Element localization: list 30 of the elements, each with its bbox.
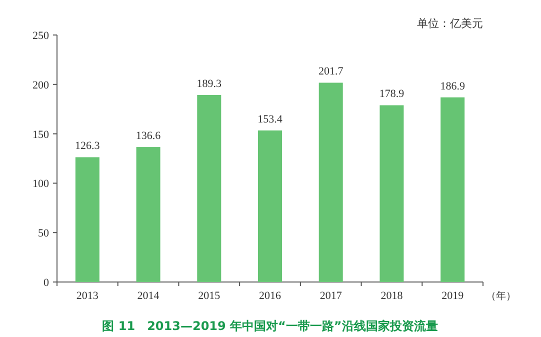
y-tick-label: 200	[32, 79, 50, 92]
x-tick-label: 2016	[259, 290, 282, 302]
x-tick-label: 2018	[380, 290, 404, 302]
bar	[380, 105, 404, 282]
x-tick-label: 2017	[320, 290, 342, 302]
bar	[318, 82, 343, 282]
data-label: 153.4	[258, 113, 283, 126]
y-tick-label: 100	[32, 178, 50, 190]
y-axis-title: 单位：亿美元	[417, 17, 483, 30]
x-axis-title: （年）	[486, 290, 516, 302]
x-tick-label: 2015	[198, 290, 221, 302]
bar	[197, 94, 222, 282]
data-label: 186.9	[440, 80, 466, 92]
x-tick-label: 2013	[76, 290, 99, 302]
bar	[258, 130, 282, 282]
data-label: 189.3	[196, 78, 222, 90]
data-label: 126.3	[75, 140, 100, 152]
bar	[136, 147, 160, 282]
y-tick-label: 50	[38, 228, 50, 240]
bar	[440, 97, 465, 282]
bar	[75, 157, 100, 282]
x-tick-label: 2019	[442, 290, 464, 302]
y-tick-label: 0	[44, 277, 50, 289]
x-tick-label: 2014	[137, 290, 160, 302]
data-label: 201.7	[318, 66, 344, 78]
y-tick-label: 250	[32, 30, 50, 42]
data-label: 136.6	[136, 130, 162, 142]
y-tick-label: 150	[32, 128, 50, 141]
text: 图 11 2013—2019 年中国对“一带一路”沿线国家投资流量	[102, 319, 438, 333]
data-label: 178.9	[379, 88, 405, 100]
